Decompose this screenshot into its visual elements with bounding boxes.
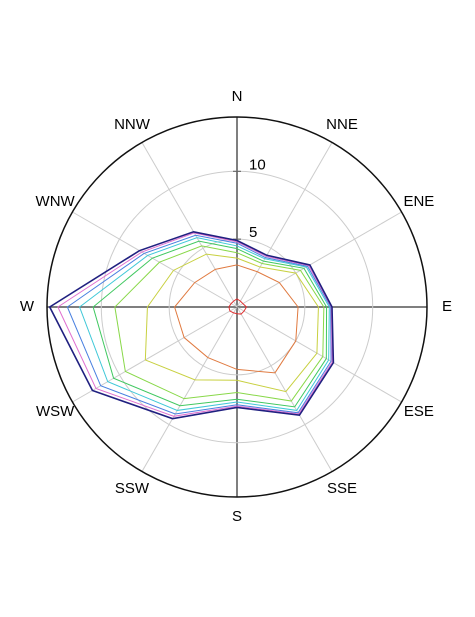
spoke [236, 306, 333, 472]
series-line [57, 232, 333, 417]
series-line [78, 237, 330, 411]
direction-label: NNE [326, 116, 358, 133]
series-line [114, 245, 325, 402]
spoke [236, 306, 402, 403]
series-line [48, 230, 335, 420]
spoke [72, 306, 238, 403]
direction-label: W [20, 298, 35, 315]
spoke [236, 142, 333, 308]
direction-label: ENE [403, 193, 434, 210]
series-line [144, 253, 319, 393]
series-line [66, 234, 332, 415]
direction-label: SSE [327, 480, 357, 497]
direction-label: S [232, 508, 242, 525]
r-tick-label: 10 [249, 156, 266, 173]
outer-circle [46, 116, 428, 498]
spoke [141, 142, 238, 308]
direction-label: N [232, 88, 243, 105]
spoke [236, 211, 402, 308]
series-line [92, 240, 328, 408]
r-tick-label: 5 [249, 224, 257, 241]
direction-label: NNW [114, 116, 151, 133]
direction-label: SSW [115, 480, 150, 497]
direction-label: E [442, 298, 452, 315]
spoke [72, 211, 238, 308]
series-line [228, 298, 248, 315]
direction-label: WNW [36, 193, 76, 210]
direction-label: ESE [404, 403, 434, 420]
direction-label: WSW [36, 403, 75, 420]
spoke [141, 306, 238, 472]
series-line [174, 264, 299, 374]
